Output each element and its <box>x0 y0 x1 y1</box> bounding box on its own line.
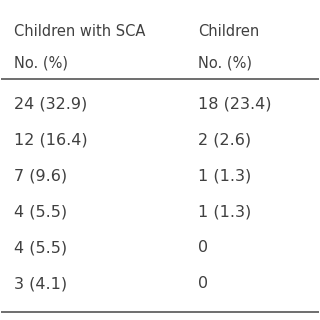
Text: 3 (4.1): 3 (4.1) <box>14 276 67 291</box>
Text: 0: 0 <box>198 240 208 255</box>
Text: 2 (2.6): 2 (2.6) <box>198 133 251 148</box>
Text: Children: Children <box>198 24 259 39</box>
Text: 0: 0 <box>198 276 208 291</box>
Text: 18 (23.4): 18 (23.4) <box>198 97 272 112</box>
Text: 4 (5.5): 4 (5.5) <box>14 240 67 255</box>
Text: 24 (32.9): 24 (32.9) <box>14 97 87 112</box>
Text: 7 (9.6): 7 (9.6) <box>14 169 67 184</box>
Text: No. (%): No. (%) <box>14 55 68 70</box>
Text: 4 (5.5): 4 (5.5) <box>14 204 67 220</box>
Text: 12 (16.4): 12 (16.4) <box>14 133 88 148</box>
Text: No. (%): No. (%) <box>198 55 252 70</box>
Text: 1 (1.3): 1 (1.3) <box>198 204 251 220</box>
Text: 1 (1.3): 1 (1.3) <box>198 169 251 184</box>
Text: Children with SCA: Children with SCA <box>14 24 146 39</box>
